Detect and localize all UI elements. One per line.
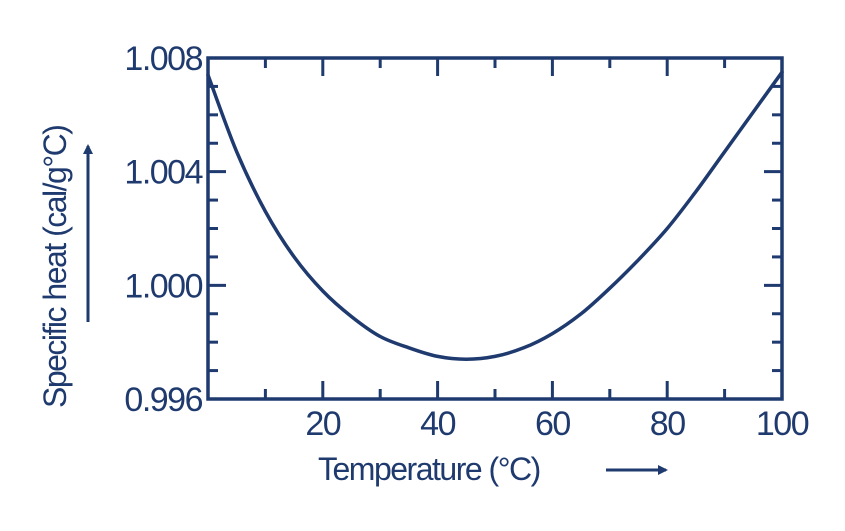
- y-tick-label: 1.000: [124, 267, 202, 305]
- x-tick-label: 40: [420, 405, 455, 443]
- x-tick-label: 100: [756, 405, 809, 443]
- y-tick-label: 0.996: [124, 381, 202, 419]
- y-tick-label: 1.008: [124, 40, 202, 78]
- x-axis-label: Temperature (°C): [318, 451, 540, 487]
- y-axis-label: Specific heat (cal/g°C): [37, 126, 73, 408]
- x-tick-labels: 20 40 60 80 100: [305, 405, 810, 443]
- x-tick-label: 80: [650, 405, 685, 443]
- y-tick-labels: 0.996 1.000 1.004 1.008: [124, 40, 204, 419]
- plot-frame: [206, 56, 784, 401]
- x-tick-label: 20: [305, 405, 340, 443]
- tick-marks: [208, 58, 782, 399]
- y-tick-label: 1.004: [124, 154, 202, 192]
- x-tick-label: 60: [535, 405, 570, 443]
- series-line: [206, 70, 784, 361]
